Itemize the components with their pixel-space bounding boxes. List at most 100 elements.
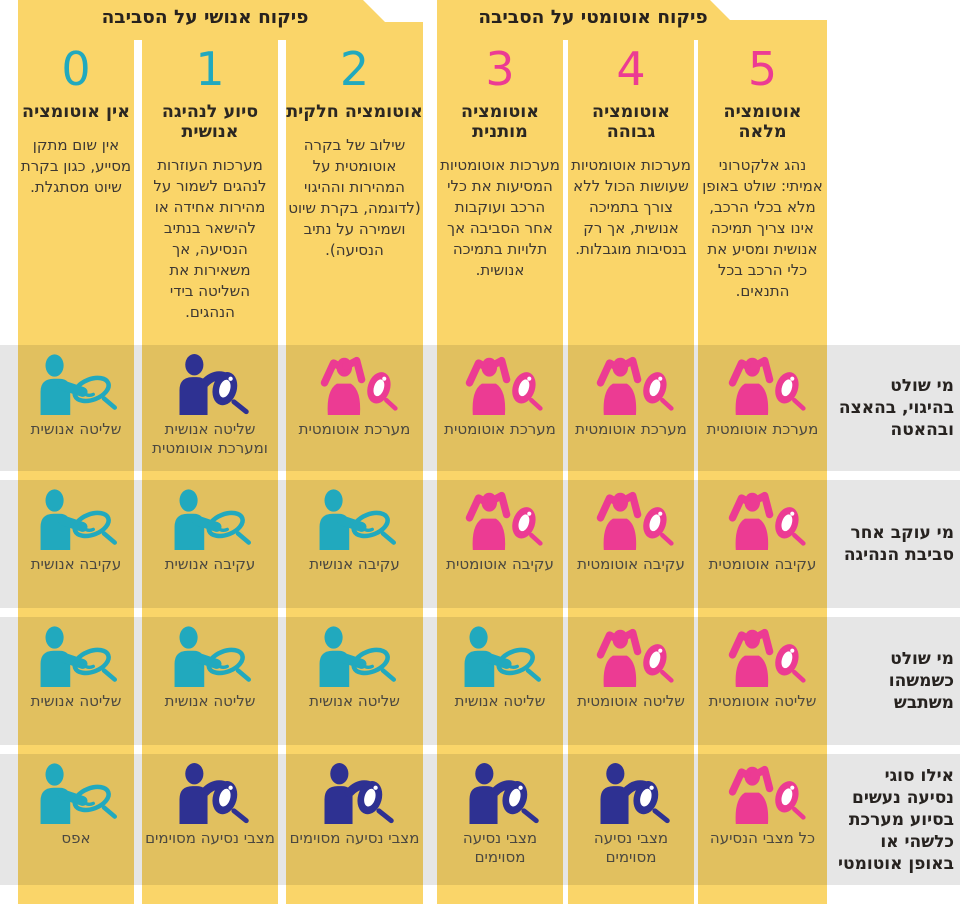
- matrix-cell: אפס: [18, 754, 134, 885]
- matrix-cell: מצבי נסיעה מסוימים: [568, 754, 694, 885]
- level-description: שילוב של בקרה אוטומטית על המהירות וההיגו…: [288, 136, 421, 259]
- level-title: אוטומציה מלאה: [723, 102, 802, 142]
- cell-label: שליטה אנושית: [164, 692, 256, 710]
- driver-hands-on-wheel-icon: [33, 354, 119, 415]
- driver-gripping-wheel-icon: [167, 354, 253, 415]
- driver-hands-on-wheel-icon: [33, 763, 119, 824]
- cell-label: מערכת אוטומטית: [575, 420, 687, 438]
- driver-hands-on-wheel-icon: [33, 626, 119, 687]
- cell-label: עקיבה אנושית: [309, 555, 400, 573]
- driver-hands-on-wheel-icon: [457, 626, 543, 687]
- level-number: 2: [339, 42, 370, 96]
- cell-label: עקיבה אוטומטית: [708, 555, 817, 573]
- level-description: נהג אלקטרוני אמיתי: שולט באופן מלא בכלי …: [702, 156, 823, 300]
- matrix-cell: שליטה אנושית: [18, 617, 134, 745]
- matrix-cell: שליטה אנושית: [286, 617, 423, 745]
- relaxed-passenger-icon: [588, 626, 674, 687]
- row-label-trip-types: אילו סוגי נסיעה נעשים בסיוע מערכת כלשהי …: [836, 754, 954, 885]
- relaxed-passenger-icon: [588, 489, 674, 550]
- row-label-fallback: מי שולט כשמשהו משתבש: [836, 617, 954, 745]
- group-title-human: פיקוח אנושי על הסביבה: [101, 7, 309, 28]
- cell-label: מצבי נסיעה מסוימים: [289, 829, 420, 847]
- level-number: 3: [485, 42, 515, 96]
- matrix-cell: מערכת אוטומטית: [698, 345, 827, 471]
- level-title: אוטומציה מותנית: [461, 102, 539, 142]
- level-title: אוטומציה גבוהה: [592, 102, 670, 142]
- cell-label: שליטה אנושית ומערכת אוטומטית: [152, 420, 268, 457]
- matrix-cell: שליטה אוטומטית: [698, 617, 827, 745]
- matrix-cell: שליטה אנושית: [142, 617, 278, 745]
- cell-label: עקיבה אוטומטית: [446, 555, 554, 573]
- cell-label: שליטה אנושית: [30, 420, 122, 438]
- relaxed-passenger-icon: [588, 354, 674, 415]
- level-header-3: 3 אוטומציה מותנית מערכות אוטומטיות המסיע…: [437, 40, 563, 281]
- driver-hands-on-wheel-icon: [167, 489, 253, 550]
- level-description: מערכות העוזרות לנהגים לשמור על מהירות אח…: [153, 156, 267, 321]
- level-header-2: 2 אוטומציה חלקית שילוב של בקרה אוטומטית …: [286, 40, 423, 261]
- relaxed-passenger-icon: [720, 354, 806, 415]
- matrix-cell: מצבי נסיעה מסוימים: [286, 754, 423, 885]
- matrix-cell: עקיבה אוטומטית: [568, 480, 694, 608]
- driver-gripping-wheel-icon: [167, 763, 253, 824]
- matrix-cell: כל מצבי הנסיעה: [698, 754, 827, 885]
- cell-label: מערכת אוטומטית: [444, 420, 556, 438]
- driver-hands-on-wheel-icon: [33, 489, 119, 550]
- cell-label: מערכת אוטומטית: [298, 420, 411, 438]
- level-number: 5: [747, 42, 778, 96]
- level-header-4: 4 אוטומציה גבוהה מערכות אוטומטיות שעושות…: [568, 40, 694, 260]
- cell-label: כל מצבי הנסיעה: [709, 829, 816, 847]
- row-label-monitoring: מי עוקב אחר סביבת הנהיגה: [836, 480, 954, 608]
- level-number: 1: [195, 42, 225, 96]
- level-header-5: 5 אוטומציה מלאה נהג אלקטרוני אמיתי: שולט…: [698, 40, 827, 302]
- matrix-cell: עקיבה אוטומטית: [437, 480, 563, 608]
- cell-label: שליטה אוטומטית: [708, 692, 817, 710]
- matrix-cell: מצבי נסיעה מסוימים: [437, 754, 563, 885]
- cell-label: עקיבה אנושית: [30, 555, 122, 573]
- cell-label: אפס: [61, 829, 91, 847]
- row-label-control: מי שולט בהיגוי, בהאצה ובהאטה: [836, 345, 954, 471]
- matrix-cell: מערכת אוטומטית: [286, 345, 423, 471]
- driver-gripping-wheel-icon: [588, 763, 674, 824]
- matrix-cell: שליטה אוטומטית: [568, 617, 694, 745]
- level-description: מערכות אוטומטיות המסיעות את כלי הרכב ועו…: [440, 156, 560, 279]
- row-label-text: מי שולט כשמשהו משתבש: [888, 649, 954, 713]
- matrix-cell: מערכת אוטומטית: [437, 345, 563, 471]
- driver-hands-on-wheel-icon: [312, 626, 398, 687]
- cell-label: מערכת אוטומטית: [706, 420, 819, 438]
- cell-label: שליטה אנושית: [30, 692, 122, 710]
- matrix-cell: שליטה אנושית: [18, 345, 134, 471]
- row-label-text: אילו סוגי נסיעה נעשים בסיוע מערכת כלשהי …: [838, 765, 954, 874]
- human-supervision-tab: [18, 0, 423, 40]
- level-description: מערכות אוטומטיות שעושות הכול ללא צורך בת…: [571, 156, 691, 258]
- cell-label: שליטה אוטומטית: [577, 692, 685, 710]
- matrix-cell: עקיבה אנושית: [142, 480, 278, 608]
- level-title: אין אוטומציה: [22, 102, 130, 122]
- relaxed-passenger-icon: [720, 489, 806, 550]
- matrix-cell: שליטה אנושית ומערכת אוטומטית: [142, 345, 278, 471]
- cell-label: שליטה אנושית: [309, 692, 400, 710]
- relaxed-passenger-icon: [457, 489, 543, 550]
- matrix-cell: שליטה אנושית: [437, 617, 563, 745]
- level-number: 4: [616, 42, 646, 96]
- driver-hands-on-wheel-icon: [312, 489, 398, 550]
- level-description: אין שום מתקן מסייע, כגון בקרת שיוט מסתגל…: [20, 136, 132, 196]
- row-label-text: מי שולט בהיגוי, בהאצה ובהאטה: [838, 376, 954, 440]
- cell-label: מצבי נסיעה מסוימים: [145, 829, 275, 847]
- relaxed-passenger-icon: [720, 763, 806, 824]
- level-title: סיוע לנהיגה אנושית: [161, 102, 259, 142]
- matrix-cell: עקיבה אנושית: [18, 480, 134, 608]
- matrix-cell: מצבי נסיעה מסוימים: [142, 754, 278, 885]
- group-title-automatic: פיקוח אוטומטי על הסביבה: [478, 7, 708, 28]
- cell-label: שליטה אנושית: [454, 692, 546, 710]
- cell-label: מצבי נסיעה מסוימים: [593, 829, 669, 866]
- level-header-0: 0 אין אוטומציה אין שום מתקן מסייע, כגון …: [18, 40, 134, 198]
- driver-hands-on-wheel-icon: [167, 626, 253, 687]
- relaxed-passenger-icon: [720, 626, 806, 687]
- cell-label: עקיבה אוטומטית: [577, 555, 685, 573]
- driver-gripping-wheel-icon: [457, 763, 543, 824]
- row-label-text: מי עוקב אחר סביבת הנהיגה: [843, 523, 954, 565]
- cell-label: עקיבה אנושית: [164, 555, 256, 573]
- driver-gripping-wheel-icon: [312, 763, 398, 824]
- relaxed-passenger-icon: [312, 354, 398, 415]
